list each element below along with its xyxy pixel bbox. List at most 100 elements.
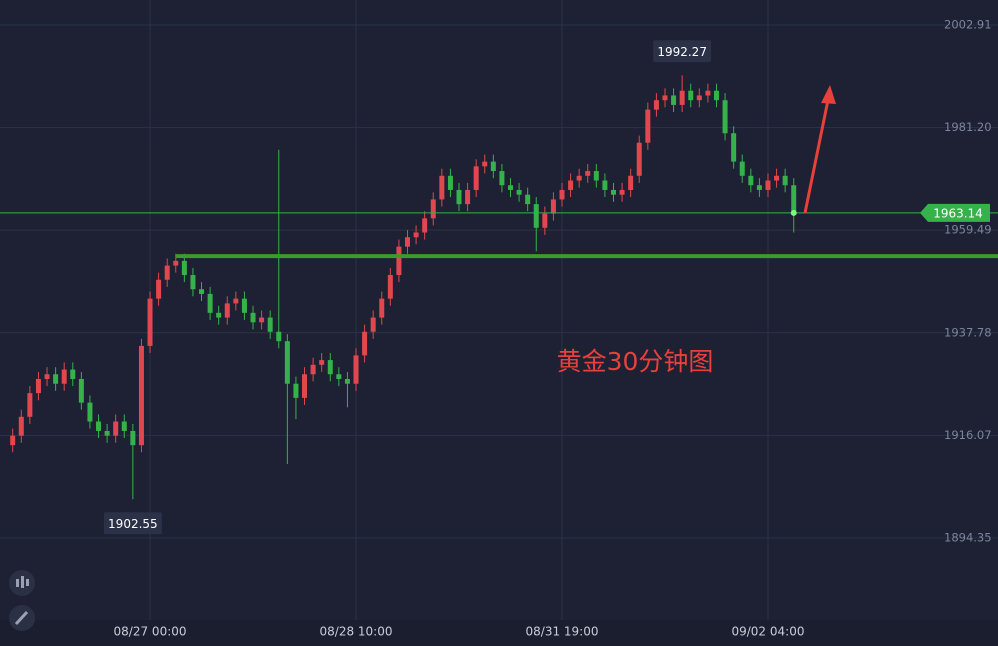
candle-body (164, 265, 170, 280)
candle-body (267, 317, 273, 332)
candle-body (628, 175, 634, 190)
y-tick-label: 1894.35 (944, 531, 992, 545)
candle-body (679, 90, 685, 105)
price-tag-label: 1963.14 (933, 206, 983, 220)
candle-body (739, 161, 745, 176)
candle-body (156, 279, 162, 299)
candle-body (199, 289, 205, 294)
chart-title: 黄金30分钟图 (557, 347, 714, 376)
candle-body (344, 378, 350, 384)
candle-body (568, 180, 574, 190)
candle-body (731, 133, 737, 162)
candle-body (224, 303, 230, 318)
candle-body (585, 171, 591, 176)
arrow-head (821, 85, 836, 104)
icon (16, 579, 19, 587)
candle-body (688, 90, 694, 101)
icon (21, 576, 24, 588)
candle-body (774, 175, 780, 181)
candle-body (190, 275, 196, 290)
candle-body (336, 374, 342, 379)
x-axis-band (0, 620, 998, 646)
candle-body (430, 199, 436, 219)
candle-body (27, 393, 33, 417)
candle-body (302, 374, 308, 398)
candle-body (782, 175, 788, 186)
candle-body (293, 383, 299, 398)
annotation-label: 1902.55 (108, 517, 158, 531)
candle-body (542, 213, 548, 228)
candle-body (362, 331, 368, 356)
candle-body (130, 430, 136, 446)
candle-body (121, 421, 127, 431)
candle-body (207, 293, 213, 313)
candle-body (559, 189, 565, 200)
candle-body (173, 260, 179, 266)
arrow-shaft (803, 99, 830, 214)
candle-body (413, 232, 419, 238)
candle-body (791, 185, 797, 213)
candle-body (447, 175, 453, 190)
candle-body (70, 369, 76, 379)
candle-body (645, 109, 651, 143)
candle-body (439, 175, 445, 200)
trend-arrow (803, 85, 836, 214)
candle-body (705, 90, 711, 96)
candle-body (576, 175, 582, 181)
icon (14, 610, 29, 626)
candle-body (610, 189, 616, 195)
icon (26, 579, 29, 586)
candle-body (482, 161, 488, 167)
candle-body (550, 199, 556, 214)
candle-body (765, 180, 771, 190)
candle-body (241, 298, 247, 313)
candle-body (662, 95, 668, 101)
annotation-box (653, 40, 712, 63)
candle-body (138, 345, 144, 446)
candle-body (233, 298, 239, 304)
candle-body (636, 142, 642, 176)
candle-body (387, 275, 393, 299)
candle-body (465, 189, 471, 205)
candle-body (10, 435, 16, 446)
candle-body (619, 189, 625, 195)
candle-body (671, 95, 677, 105)
candle-body (250, 312, 256, 323)
candle-body (525, 194, 531, 205)
candle-body (35, 378, 41, 394)
candle-body (490, 161, 496, 172)
candle-body (78, 378, 84, 403)
candle-body (310, 364, 316, 375)
candle-body (756, 185, 762, 190)
candle-body (147, 298, 153, 346)
y-tick-label: 1916.07 (944, 428, 992, 442)
annotation-box (103, 512, 162, 535)
candle-body (96, 421, 102, 431)
candle-body (104, 430, 110, 436)
candle-body (276, 331, 282, 342)
candle-body (473, 166, 479, 190)
candle-body (353, 355, 359, 384)
candle-body (216, 312, 222, 318)
candle-body (319, 360, 325, 365)
candle-body (181, 260, 187, 276)
candle-body (696, 95, 702, 101)
candle-body (508, 185, 514, 190)
candle-body (516, 189, 522, 195)
draw-tool[interactable] (9, 605, 35, 631)
candle-body (61, 369, 67, 384)
x-tick-label: 08/28 10:00 (320, 625, 393, 639)
candle-body (44, 374, 50, 379)
candle-body (499, 171, 505, 186)
x-tick-label: 08/27 00:00 (114, 625, 187, 639)
candle-body (379, 298, 385, 318)
y-tick-label: 1981.20 (944, 120, 992, 134)
candle-tool[interactable] (9, 570, 35, 596)
x-tick-label: 09/02 04:00 (731, 625, 804, 639)
x-tick-label: 08/31 19:00 (526, 625, 599, 639)
candle-body (456, 189, 462, 205)
candle-body (748, 175, 754, 186)
